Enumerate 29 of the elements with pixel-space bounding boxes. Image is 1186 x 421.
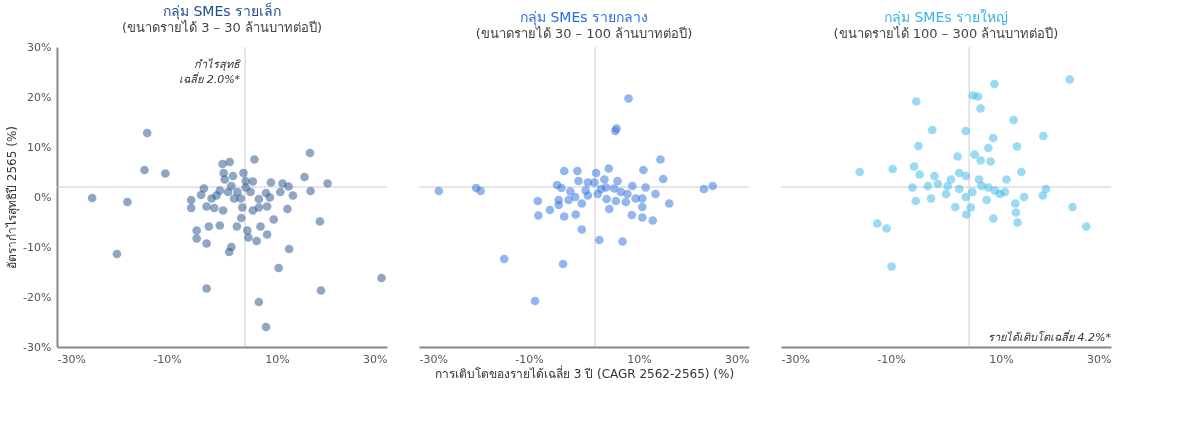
y-tick-label: 0% [34,190,52,204]
x-tick-label: 10% [265,352,290,366]
chart-subtitle: (ขนาดรายได้ 3 – 30 ล้านบาทต่อปี) [122,20,322,35]
chart-subtitle: (ขนาดรายได้ 100 – 300 ล้านบาทต่อปี) [833,25,1059,41]
x-tick-label: -10% [153,352,182,366]
y-tick-label: -30% [23,340,52,354]
y-tick-label: -20% [23,290,52,304]
y-tick-label: 20% [27,90,52,104]
x-axis-title: การเติบโตของรายได้เฉลี่ย 3 ปี (CAGR 2562-2565) (%) [434,364,735,381]
x-tick-label: 10% [989,352,1014,366]
chart-title: กลุ่ม SMEs รายใหญ่ [883,8,1009,26]
chart-title: กลุ่ม SMEs รายเล็ก [162,2,282,20]
x-tick-label: 10% [627,352,652,366]
x-tick-label: -10% [877,352,906,366]
x-tick-label: -10% [515,352,544,366]
x-tick-label: -30% [781,352,810,366]
x-tick-label: -30% [57,352,86,366]
y-tick-label: -10% [23,240,52,254]
ref-line-label: รายได้เติบโตเฉลี่ย 4.2%* [988,329,1112,344]
x-tick-label: 30% [1087,352,1112,366]
annotation: กำไรสุทธิ เฉลี่ย 2.0%* [179,58,242,86]
x-tick-label: 30% [725,352,750,366]
y-tick-label: 10% [27,140,52,154]
chart-title: กลุ่ม SMEs รายกลาง [519,8,649,26]
x-tick-label: 30% [363,352,388,366]
y-tick-label: 30% [27,40,52,54]
chart-subtitle: (ขนาดรายได้ 30 – 100 ล้านบาทต่อปี) [475,25,693,41]
y-axis-title: อัตรากำไรสุทธิปี 2565 (%) [5,126,21,269]
x-tick-label: -30% [419,352,448,366]
